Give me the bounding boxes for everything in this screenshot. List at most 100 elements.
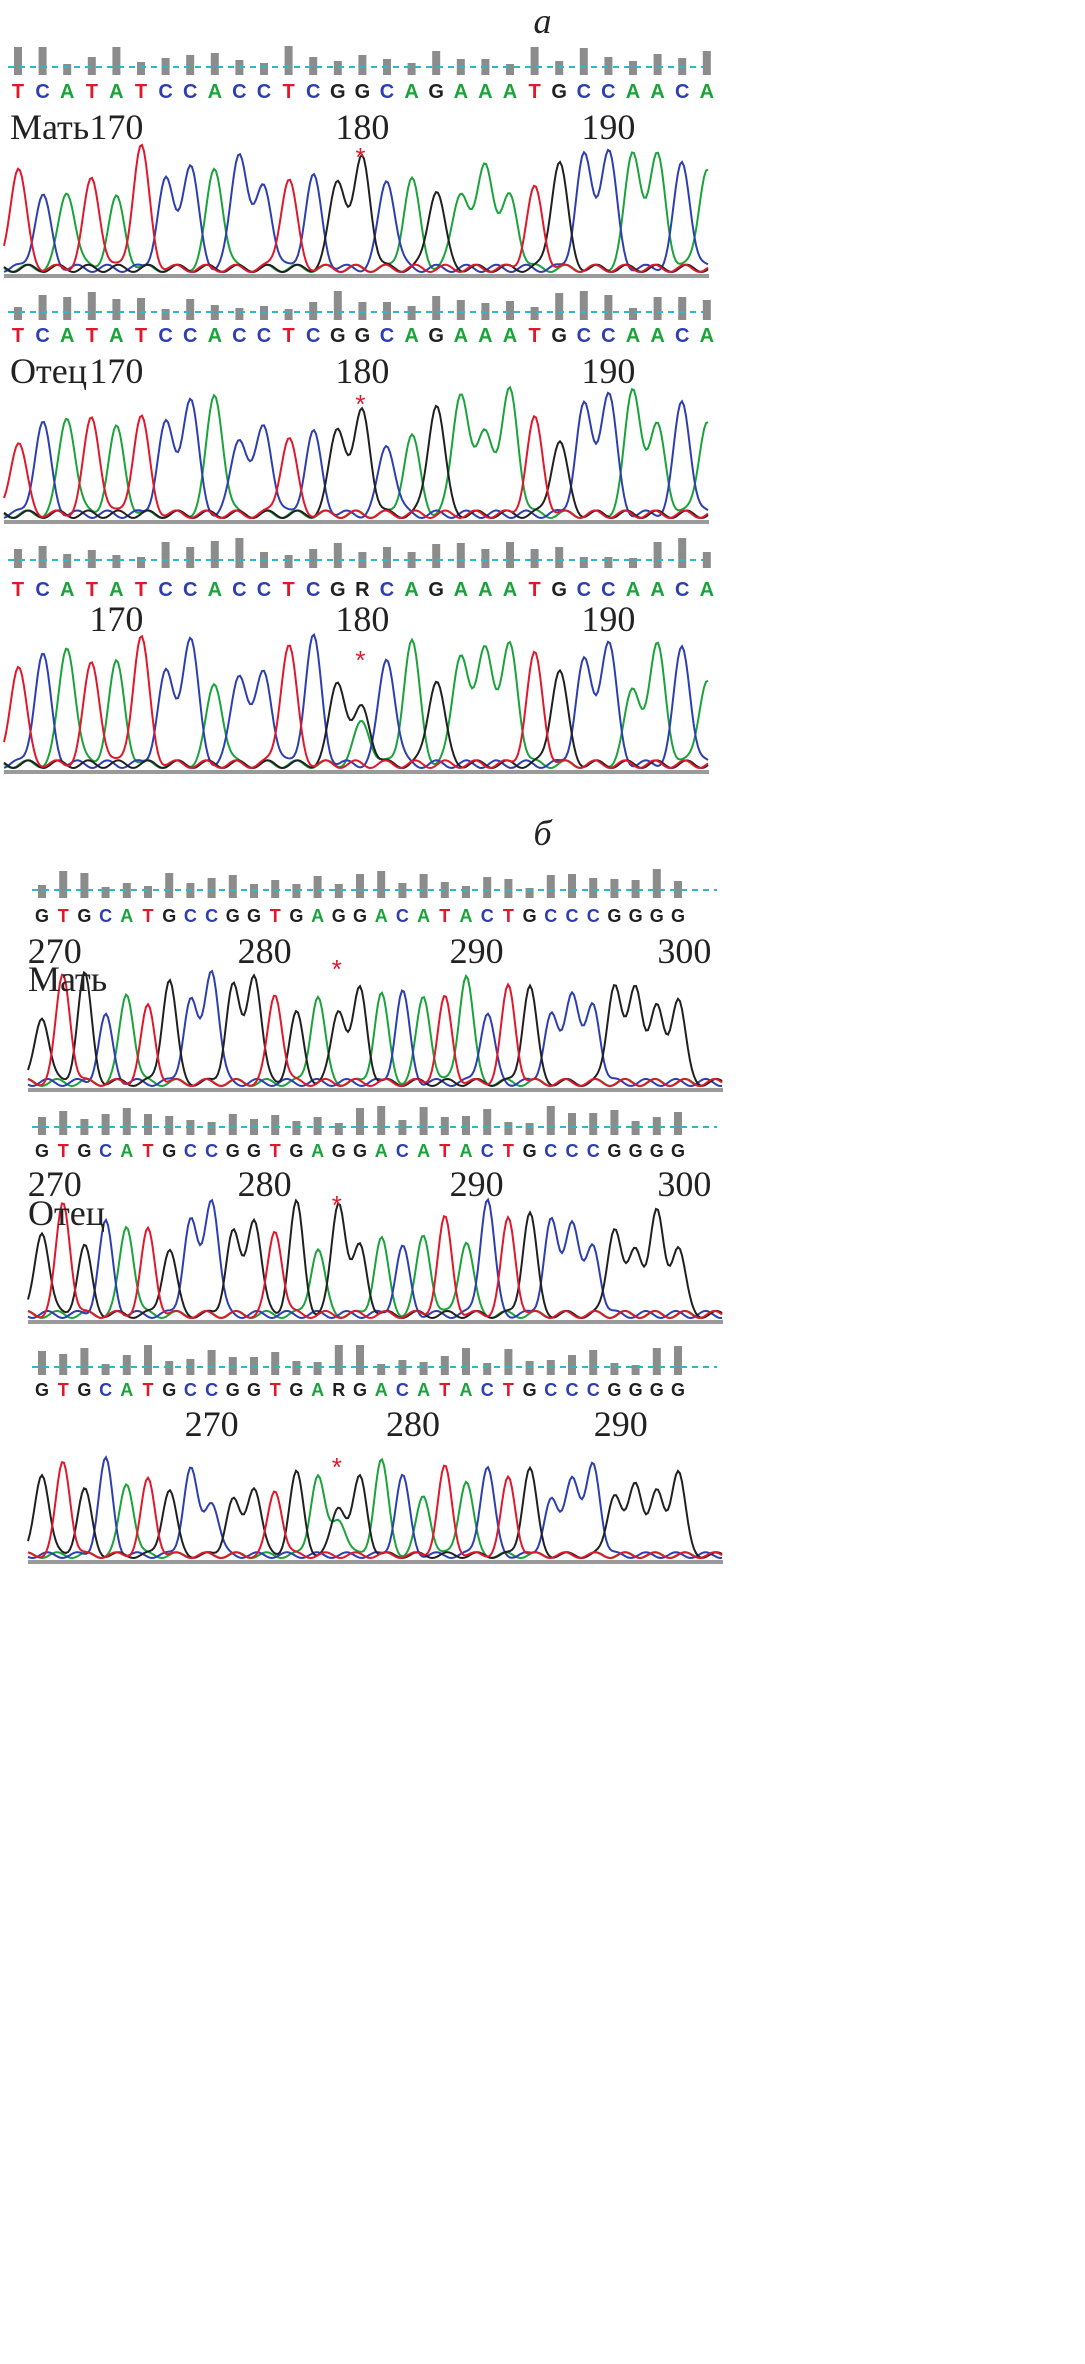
base-call: C: [481, 1380, 494, 1400]
base-call: T: [439, 1380, 450, 1400]
base-call: G: [650, 1141, 664, 1161]
quality-bar: [383, 547, 391, 568]
base-call: G: [523, 1141, 537, 1161]
base-call: C: [577, 579, 591, 601]
trace-g: [3, 153, 709, 274]
quality-bar: [419, 1107, 428, 1135]
quality-bar: [63, 64, 72, 75]
trace-t: [27, 973, 723, 1088]
base-call: C: [99, 1141, 112, 1161]
base-call: G: [162, 1141, 176, 1161]
base-call: T: [143, 1141, 154, 1161]
base-call: A: [417, 906, 430, 926]
base-call: T: [503, 1141, 514, 1161]
base-call: T: [503, 1380, 514, 1400]
base-call: C: [232, 579, 246, 601]
quality-bar: [610, 1363, 619, 1375]
person-label: Отец: [10, 351, 87, 391]
quality-bar: [260, 63, 268, 75]
base-call: G: [428, 579, 444, 601]
quality-bar: [377, 1364, 386, 1375]
quality-bar: [101, 1364, 110, 1375]
trace-baseline: [4, 770, 709, 774]
quality-bar: [87, 550, 96, 568]
quality-bar: [604, 57, 613, 75]
position-number: 290: [449, 931, 504, 971]
base-call: G: [247, 906, 261, 926]
base-call: A: [460, 1141, 473, 1161]
mutation-mark: *: [355, 645, 366, 675]
quality-bar: [462, 1116, 470, 1135]
base-call: G: [77, 1141, 91, 1161]
quality-bar: [702, 300, 711, 320]
base-call: A: [503, 579, 517, 601]
quality-bar: [38, 1117, 46, 1135]
quality-bar: [137, 62, 145, 75]
quality-bar: [398, 1360, 407, 1375]
quality-bar: [652, 869, 661, 898]
trace-t: [3, 143, 709, 274]
base-call: A: [208, 325, 222, 347]
base-call: G: [35, 1141, 49, 1161]
quality-bar: [579, 48, 588, 75]
quality-bar: [309, 302, 318, 320]
mutation-mark: *: [355, 142, 366, 172]
quality-bar: [14, 549, 22, 568]
base-call: T: [528, 579, 540, 601]
quality-bar: [284, 555, 293, 568]
base-call: A: [404, 579, 418, 601]
base-call: C: [257, 579, 271, 601]
base-call: G: [428, 325, 444, 347]
base-call: G: [523, 906, 537, 926]
base-call: A: [626, 325, 640, 347]
quality-bar: [653, 54, 662, 75]
base-call: T: [282, 325, 294, 347]
position-number: 170: [89, 351, 144, 391]
base-call: T: [282, 579, 294, 601]
quality-bar: [629, 558, 637, 568]
position-number: 300: [657, 1164, 712, 1204]
base-call: C: [587, 1380, 600, 1400]
quality-bar: [456, 543, 465, 568]
quality-bar: [161, 542, 170, 568]
quality-bar: [589, 878, 598, 898]
mutation-mark: *: [355, 389, 366, 419]
base-call: G: [355, 325, 371, 347]
base-call: A: [120, 1141, 133, 1161]
base-call: A: [650, 325, 664, 347]
section-label-b: б: [533, 813, 552, 853]
quality-bar: [398, 883, 407, 898]
quality-bar: [653, 297, 662, 320]
quality-bar: [122, 883, 131, 898]
quality-bar: [334, 1345, 343, 1375]
quality-bar: [334, 1123, 343, 1135]
quality-bar: [284, 46, 293, 75]
base-call: G: [650, 906, 664, 926]
quality-bar: [271, 1352, 280, 1375]
base-call: G: [428, 81, 444, 103]
base-call: A: [700, 325, 714, 347]
base-call: C: [396, 906, 409, 926]
base-call: G: [671, 1380, 685, 1400]
position-number: 300: [657, 931, 712, 971]
base-call: C: [205, 1380, 218, 1400]
base-call: C: [158, 579, 172, 601]
position-number: 190: [581, 351, 636, 391]
quality-bar: [579, 557, 588, 568]
base-call: G: [607, 906, 621, 926]
quality-bar: [144, 1345, 152, 1375]
base-call: G: [289, 1380, 303, 1400]
position-number: 280: [386, 1404, 440, 1444]
quality-bar: [568, 874, 576, 898]
base-call: G: [629, 906, 643, 926]
base-call: G: [523, 1380, 537, 1400]
quality-bar: [674, 1346, 682, 1375]
base-call: C: [183, 81, 197, 103]
quality-bar: [333, 543, 342, 568]
base-call: R: [332, 1380, 345, 1400]
base-call: C: [601, 81, 615, 103]
base-call: T: [58, 1380, 69, 1400]
trace-baseline: [28, 1088, 723, 1092]
trace-c: [3, 148, 709, 274]
